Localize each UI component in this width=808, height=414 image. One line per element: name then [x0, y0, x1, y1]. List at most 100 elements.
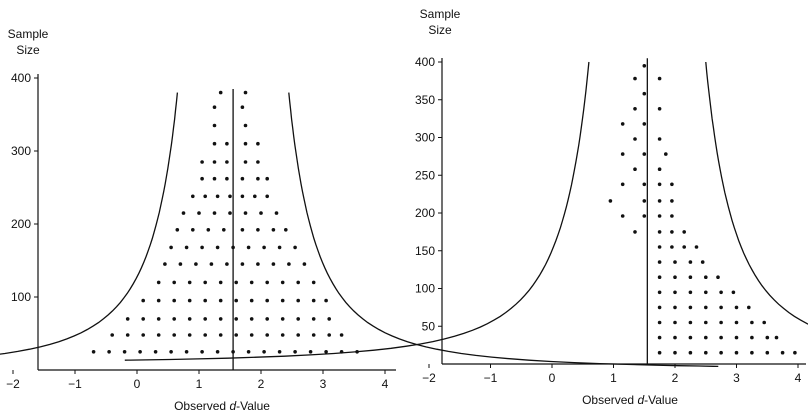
data-point — [700, 260, 705, 264]
data-point — [642, 152, 647, 156]
data-point — [774, 335, 779, 340]
data-point — [302, 262, 307, 266]
data-point — [243, 160, 248, 164]
data-point — [296, 317, 301, 321]
data-point — [324, 350, 328, 354]
data-point — [287, 262, 291, 266]
data-point — [688, 275, 693, 280]
data-point — [657, 275, 662, 280]
data-point — [141, 298, 145, 303]
data-point — [704, 350, 708, 355]
data-point — [181, 211, 186, 215]
data-point — [620, 152, 625, 156]
data-point — [633, 230, 637, 234]
data-point — [765, 350, 770, 355]
data-point — [184, 245, 189, 250]
y-axis-title-line-2: Size — [16, 43, 40, 57]
data-point — [688, 350, 693, 355]
data-point — [750, 350, 754, 355]
data-point — [719, 335, 723, 340]
data-point — [793, 350, 797, 355]
data-point — [218, 333, 223, 337]
data-point — [228, 211, 232, 215]
x-axis-title: Observed d-Value — [174, 399, 270, 413]
data-point — [172, 298, 176, 303]
y-axis-title-line-1: Sample — [8, 27, 49, 41]
data-point — [256, 176, 260, 181]
data-point — [212, 211, 217, 215]
x-tick-label: −2 — [6, 377, 20, 391]
data-point — [122, 350, 127, 354]
data-point — [212, 176, 217, 181]
data-point — [277, 245, 282, 250]
data-point — [633, 167, 637, 171]
data-point — [197, 211, 201, 215]
funnel-boundary-group — [124, 58, 808, 364]
data-point — [673, 320, 677, 325]
data-point — [253, 194, 257, 199]
data-point — [200, 176, 204, 181]
x-tick-label: 3 — [733, 371, 740, 385]
data-point — [688, 260, 693, 264]
data-point — [172, 317, 176, 321]
y-tick-label: 350 — [415, 93, 435, 107]
data-point — [274, 211, 279, 215]
data-point — [262, 245, 266, 250]
data-point — [218, 317, 223, 321]
data-point — [704, 320, 708, 325]
data-point — [240, 262, 245, 266]
data-point — [657, 214, 662, 218]
data-point — [642, 64, 647, 68]
data-point — [234, 280, 238, 285]
data-point — [284, 228, 288, 232]
data-point — [175, 228, 180, 232]
x-tick-label: −1 — [484, 371, 498, 385]
data-point — [225, 176, 229, 181]
data-point — [719, 305, 723, 310]
data-point — [719, 290, 723, 295]
data-point — [256, 262, 260, 266]
data-point — [125, 333, 130, 337]
data-point — [657, 230, 662, 234]
data-point — [620, 182, 625, 187]
data-point — [633, 137, 637, 141]
data-point — [249, 298, 254, 303]
data-point — [200, 245, 204, 250]
x-tick-label: 2 — [672, 371, 679, 385]
data-point — [259, 211, 263, 215]
data-point — [231, 350, 235, 354]
data-point — [169, 350, 173, 354]
data-point — [657, 137, 662, 141]
data-point — [688, 290, 693, 295]
data-point — [209, 262, 214, 266]
data-point — [657, 320, 662, 325]
data-point — [670, 214, 674, 218]
data-point — [339, 333, 344, 337]
data-point — [747, 305, 751, 310]
data-point — [296, 298, 301, 303]
data-point — [200, 160, 204, 164]
data-points-group — [608, 64, 797, 355]
x-axis-title: Observed d-Value — [582, 393, 678, 407]
data-point — [670, 230, 674, 234]
data-point — [156, 298, 161, 303]
data-point — [657, 260, 662, 264]
data-point — [265, 176, 270, 181]
x-tick-label: −2 — [422, 371, 436, 385]
data-point — [246, 245, 251, 250]
data-point — [642, 214, 647, 218]
data-point — [673, 260, 677, 264]
data-point — [762, 320, 766, 325]
data-point — [243, 211, 248, 215]
data-point — [265, 298, 270, 303]
data-point — [225, 262, 229, 266]
data-point — [246, 350, 251, 354]
data-point — [265, 333, 270, 337]
y-axis-title-line-2: Size — [428, 23, 452, 37]
data-point — [203, 333, 207, 337]
data-point — [277, 350, 282, 354]
data-point — [657, 76, 662, 81]
data-point — [240, 105, 245, 109]
data-point — [110, 333, 114, 337]
